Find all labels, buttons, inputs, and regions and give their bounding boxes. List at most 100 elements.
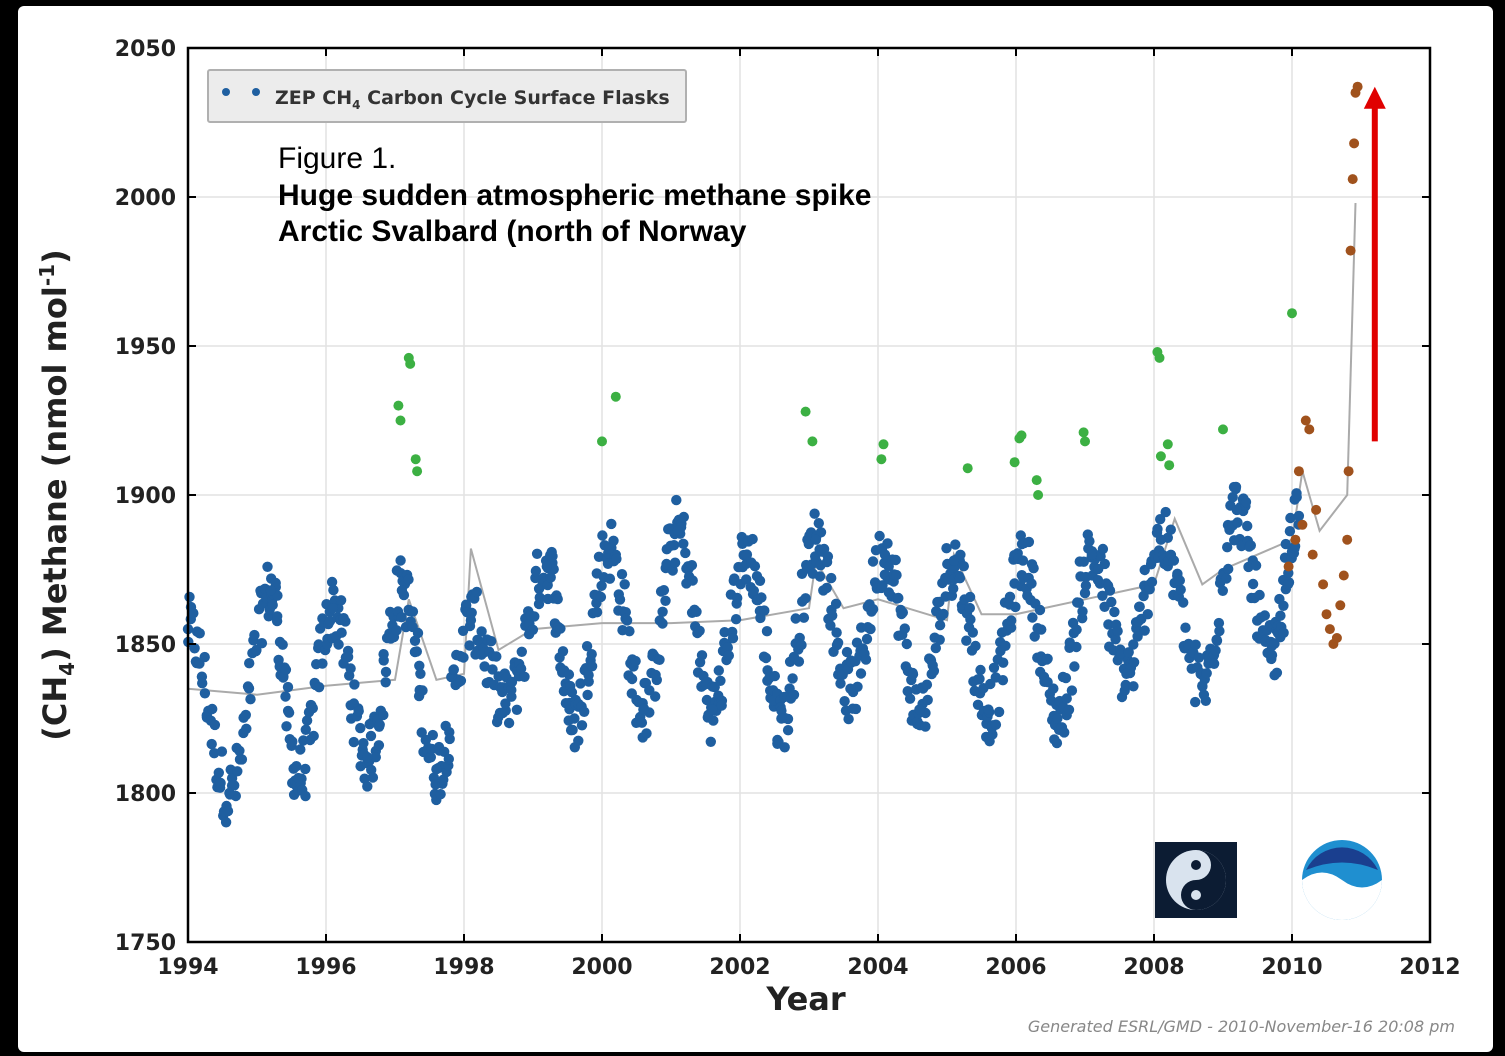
data-point: [591, 607, 603, 618]
data-point: [897, 607, 908, 618]
data-point: [345, 663, 356, 674]
data-point: [860, 654, 872, 665]
data-point: [877, 580, 888, 591]
data-point: [1190, 696, 1201, 708]
data-point: [199, 651, 210, 663]
data-point: [988, 662, 1000, 673]
data-point: [1027, 612, 1038, 623]
data-point: [527, 624, 539, 635]
data-point: [395, 555, 406, 566]
data-point: [1112, 625, 1123, 637]
data-point: [1155, 451, 1166, 462]
data-point: [465, 615, 477, 626]
y-tick-label: 1950: [115, 335, 176, 360]
data-point: [821, 556, 833, 568]
data-point: [787, 673, 798, 684]
data-point: [941, 543, 952, 554]
data-point: [335, 595, 347, 606]
data-point: [722, 642, 733, 653]
legend-marker-2: [252, 88, 260, 96]
data-point: [1031, 475, 1042, 486]
data-point: [1230, 481, 1242, 493]
data-point: [300, 724, 311, 735]
data-point: [531, 548, 543, 559]
data-point: [747, 533, 758, 545]
data-point: [220, 817, 232, 828]
data-point: [405, 358, 416, 369]
data-point: [779, 742, 790, 753]
data-point: [636, 717, 648, 728]
data-point: [867, 604, 879, 615]
legend-marker-1: [222, 88, 230, 96]
ticks-layer: 1994 1996 1998 2000 2002 2004 2006 2008 2010 2012…: [115, 37, 1461, 980]
data-point: [1190, 639, 1201, 650]
data-point: [878, 439, 889, 450]
data-point: [1232, 517, 1243, 528]
data-point: [374, 719, 385, 730]
data-point: [876, 454, 887, 465]
data-point: [754, 575, 766, 586]
data-point: [262, 561, 273, 572]
data-point: [843, 713, 854, 725]
data-point: [975, 664, 986, 676]
data-point: [1120, 679, 1131, 691]
data-point: [1318, 579, 1329, 590]
data-point: [680, 547, 691, 559]
data-point: [1109, 606, 1120, 618]
data-point: [686, 560, 698, 571]
data-point: [756, 592, 767, 603]
data-point: [1073, 597, 1085, 608]
data-point: [890, 554, 901, 566]
data-point: [930, 642, 941, 654]
data-point: [1321, 609, 1332, 620]
data-point: [378, 709, 389, 721]
data-point: [1311, 504, 1322, 515]
data-point: [243, 683, 255, 694]
data-point: [1010, 601, 1021, 613]
data-point: [810, 534, 822, 545]
data-point: [1023, 536, 1035, 548]
data-point: [990, 719, 1002, 730]
data-point: [759, 605, 770, 616]
data-point: [506, 691, 517, 702]
data-point: [1174, 575, 1186, 586]
annotation-line-2: Huge sudden atmospheric methane spike: [278, 179, 871, 212]
data-point: [1009, 457, 1020, 468]
data-point: [282, 681, 294, 693]
data-point: [280, 691, 291, 702]
data-point: [809, 508, 820, 519]
data-point: [920, 721, 931, 732]
data-point: [1271, 667, 1283, 678]
data-point: [1016, 430, 1027, 441]
data-point: [534, 592, 545, 603]
data-point: [748, 585, 759, 596]
data-point: [595, 591, 607, 603]
data-point: [687, 575, 698, 586]
data-point: [1080, 580, 1092, 591]
data-point: [657, 618, 668, 629]
x-tick-label: 1998: [433, 955, 494, 980]
legend-label: ZEP CH4 Carbon Cycle Surface Flasks: [275, 87, 670, 112]
data-point: [448, 664, 459, 675]
data-point: [215, 777, 226, 789]
data-point: [614, 594, 626, 605]
data-point: [696, 650, 708, 661]
data-point: [1242, 520, 1253, 532]
data-point: [1247, 578, 1259, 590]
data-point: [407, 606, 419, 617]
data-point: [1222, 542, 1233, 553]
data-point: [189, 643, 200, 654]
data-point: [830, 598, 842, 609]
figure-annotation: Figure 1. Huge sudden atmospheric methan…: [278, 142, 871, 248]
data-point: [411, 646, 422, 657]
data-point: [224, 787, 235, 799]
data-point: [1155, 514, 1166, 525]
data-point: [1128, 639, 1139, 650]
data-point: [1335, 600, 1346, 611]
data-point: [948, 555, 960, 566]
data-point: [705, 736, 716, 747]
data-point: [1201, 668, 1212, 679]
data-point: [249, 629, 260, 641]
data-point: [486, 636, 497, 647]
esrl-globe-logo: [1155, 842, 1237, 918]
